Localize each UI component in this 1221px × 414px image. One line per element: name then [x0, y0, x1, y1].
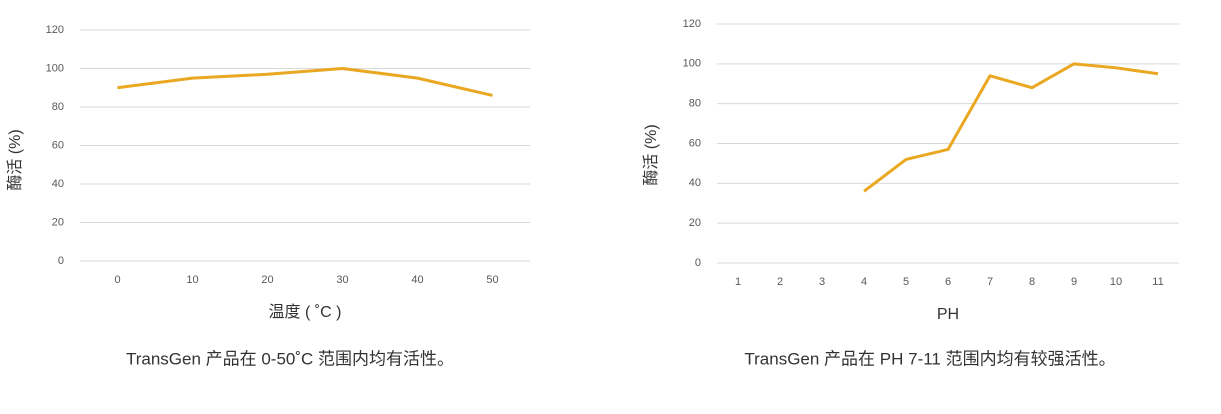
x-tick-label: 5	[903, 276, 909, 288]
x-tick-label: 6	[945, 276, 951, 288]
y-axis-label: 酶活 (%)	[6, 129, 24, 190]
data-line	[863, 62, 1159, 193]
y-tick-label: 80	[689, 98, 701, 110]
x-tick-label: 10	[1110, 276, 1122, 288]
x-tick-label: 50	[486, 274, 498, 286]
x-tick-label: 10	[186, 274, 198, 286]
y-tick-label: 20	[52, 216, 64, 228]
x-tick-label: 4	[861, 276, 867, 288]
y-tick-label: 100	[683, 58, 701, 70]
x-axis-label: PH	[937, 306, 959, 323]
x-tick-label: 0	[114, 274, 120, 286]
y-tick-label: 40	[52, 178, 64, 190]
caption: TransGen 产品在 0-50˚C 范围内均有活性。	[126, 349, 454, 368]
x-tick-label: 2	[777, 276, 783, 288]
y-axis-label: 酶活 (%)	[642, 124, 660, 185]
x-tick-label: 8	[1029, 276, 1035, 288]
y-tick-label: 100	[46, 62, 64, 74]
y-tick-label: 40	[689, 177, 701, 189]
x-tick-label: 20	[261, 274, 273, 286]
y-tick-label: 80	[52, 101, 64, 113]
y-tick-label: 120	[683, 18, 701, 30]
y-tick-label: 0	[695, 257, 701, 269]
x-tick-label: 40	[411, 274, 423, 286]
x-tick-label: 11	[1152, 276, 1163, 288]
x-tick-label: 7	[987, 276, 993, 288]
x-tick-label: 9	[1071, 276, 1077, 288]
x-axis-label: 温度 ( ˚C )	[269, 303, 342, 321]
x-tick-label: 1	[735, 276, 741, 288]
y-tick-label: 20	[689, 217, 701, 229]
x-tick-label: 3	[819, 276, 825, 288]
y-tick-label: 0	[58, 255, 64, 267]
y-tick-label: 60	[689, 137, 701, 149]
y-tick-label: 60	[52, 139, 64, 151]
x-tick-label: 30	[336, 274, 348, 286]
y-tick-label: 120	[46, 24, 64, 36]
caption: TransGen 产品在 PH 7-11 范围内均有较强活性。	[744, 349, 1115, 368]
data-line	[117, 67, 493, 97]
